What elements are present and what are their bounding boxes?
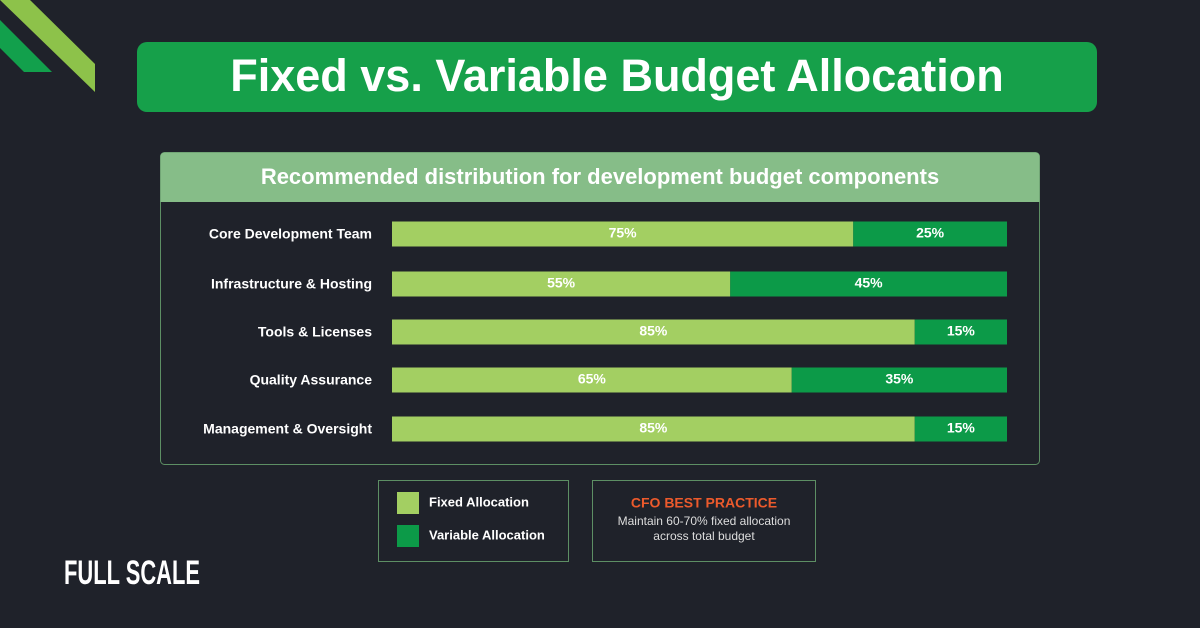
legend-label: Fixed Allocation xyxy=(429,494,529,509)
bar-segment xyxy=(914,319,1007,345)
data-label: 15% xyxy=(947,323,976,339)
bar-segment xyxy=(392,271,731,297)
decor-stripe xyxy=(0,20,52,72)
category-label: Core Development Team xyxy=(209,226,372,242)
category-label: Quality Assurance xyxy=(250,372,373,388)
bar-segment xyxy=(853,221,1007,247)
bar-segment xyxy=(914,416,1007,442)
annotation-text: Maintain 60-70% fixed allocation xyxy=(618,514,791,528)
annotation-text: across total budget xyxy=(653,529,755,543)
brand-logo: FULL SCALE xyxy=(64,554,200,592)
legend-label: Variable Allocation xyxy=(429,527,545,542)
data-label: 55% xyxy=(547,275,576,291)
bar-segment xyxy=(392,319,915,345)
chart-title: Fixed vs. Variable Budget Allocation xyxy=(230,50,1004,101)
legend-box xyxy=(378,480,569,562)
data-label: 45% xyxy=(855,275,884,291)
data-label: 85% xyxy=(639,323,668,339)
data-label: 15% xyxy=(947,420,976,436)
category-label: Infrastructure & Hosting xyxy=(211,276,372,292)
data-label: 85% xyxy=(639,420,668,436)
annotation-title: CFO BEST PRACTICE xyxy=(631,495,777,511)
title-box xyxy=(137,42,1097,112)
bar-segment xyxy=(392,221,854,247)
subtitle-band xyxy=(160,152,1040,202)
bar-segment xyxy=(791,367,1007,393)
chart-subtitle: Recommended distribution for development… xyxy=(261,164,939,189)
category-label: Management & Oversight xyxy=(203,421,372,437)
data-label: 35% xyxy=(885,371,914,387)
decor-stripe xyxy=(0,0,95,92)
bar-segment xyxy=(392,416,915,442)
bar-segment xyxy=(392,367,792,393)
category-label: Tools & Licenses xyxy=(258,324,372,340)
legend-swatch xyxy=(397,525,419,547)
data-label: 65% xyxy=(578,371,607,387)
data-label: 25% xyxy=(916,225,945,241)
legend-swatch xyxy=(397,492,419,514)
data-label: 75% xyxy=(609,225,638,241)
bar-segment xyxy=(730,271,1007,297)
annotation-box xyxy=(592,480,816,562)
